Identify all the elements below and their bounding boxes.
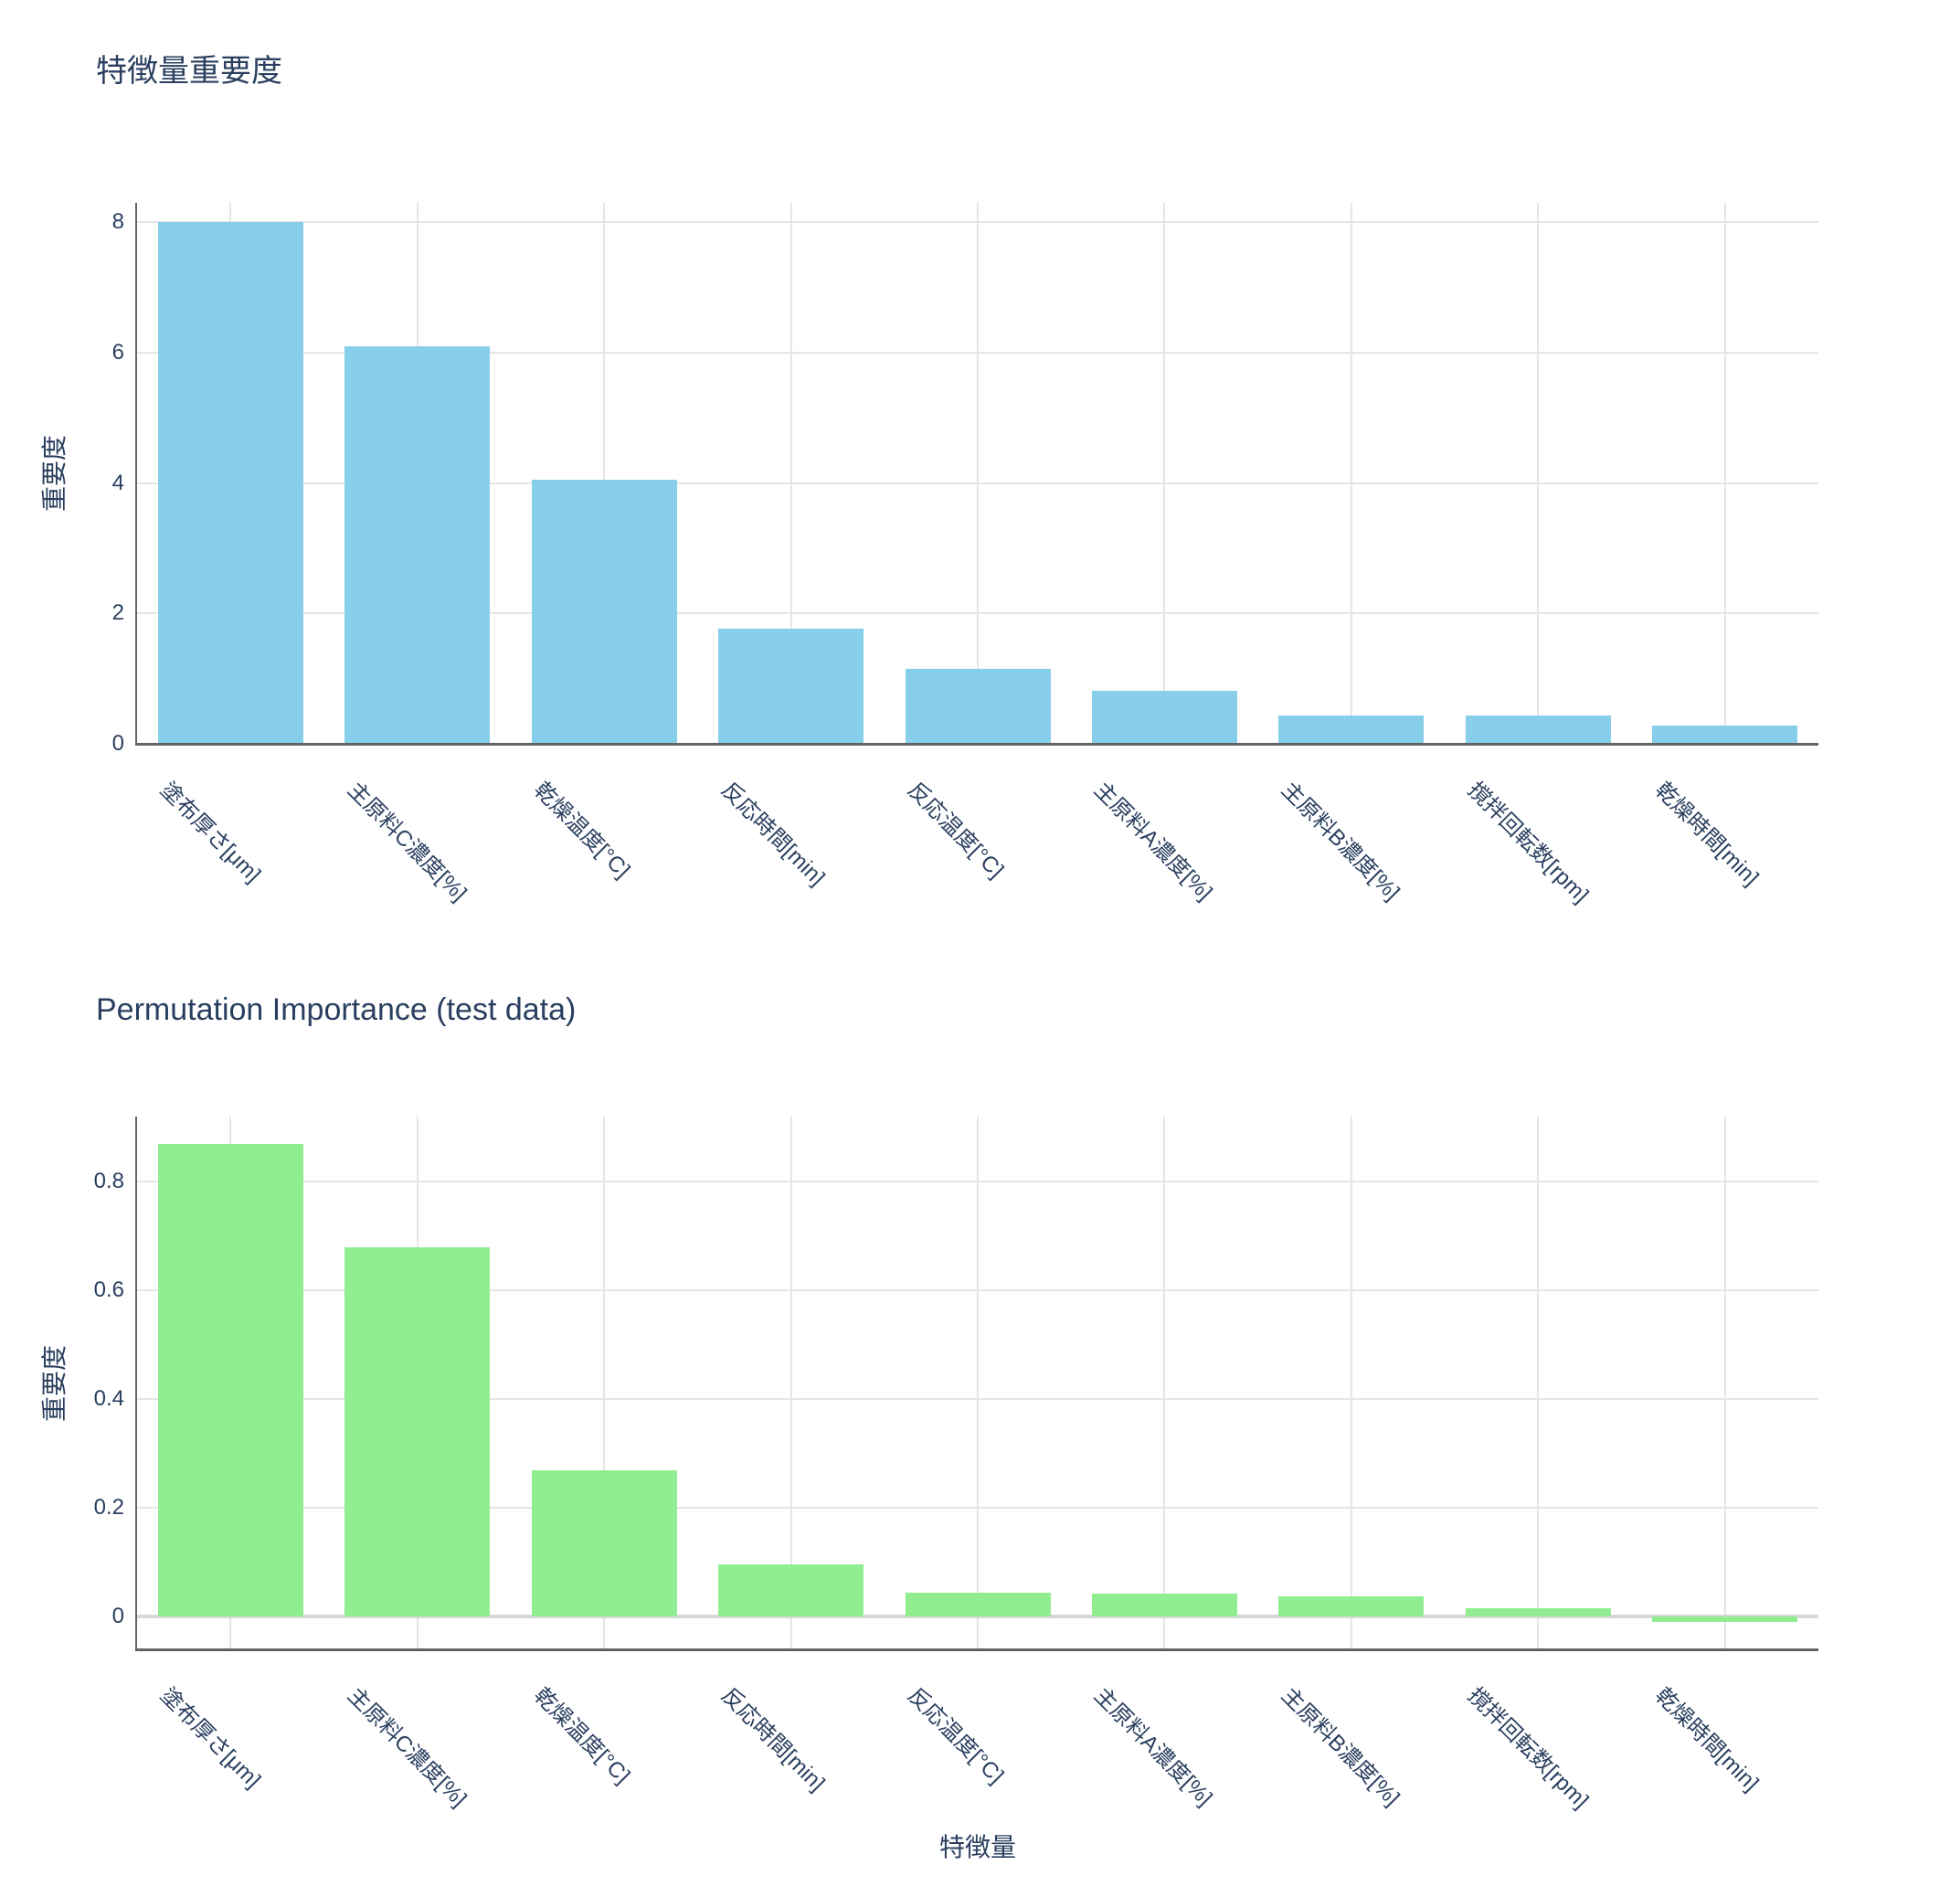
x-tick-label-text: 撹拌回転数[rpm] — [1463, 777, 1594, 908]
bar-6[interactable] — [1278, 1595, 1425, 1617]
v-gridline — [1537, 203, 1540, 744]
h-gridline — [137, 352, 1818, 355]
bar-1[interactable] — [344, 345, 491, 744]
y-tick-label: 0.8 — [93, 1169, 124, 1194]
v-gridline — [1163, 1117, 1166, 1649]
v-gridline — [603, 203, 606, 744]
x-axis-line — [135, 743, 1818, 746]
v-gridline — [1350, 1117, 1352, 1649]
chart-title-permutation-importance: Permutation Importance (test data) — [96, 992, 577, 1027]
x-tick-label-text: 反応温度[°C] — [902, 1682, 1009, 1789]
x-tick-label-text: 塗布厚さ[μm] — [155, 777, 266, 888]
bar-7[interactable] — [1465, 715, 1611, 744]
bar-0[interactable] — [157, 1143, 303, 1617]
y-tick-label: 0.6 — [93, 1277, 124, 1303]
y-tick-label: 8 — [111, 209, 124, 235]
h-gridline — [137, 1507, 1818, 1510]
y-axis-line — [135, 203, 137, 746]
zero-line — [137, 1615, 1818, 1619]
bar-0[interactable] — [157, 222, 303, 744]
x-tick-label-text: 塗布厚さ[μm] — [155, 1682, 266, 1794]
bar-5[interactable] — [1091, 690, 1237, 744]
bar-4[interactable] — [905, 668, 1051, 744]
x-tick-label-text: 乾燥温度[°C] — [529, 1682, 635, 1789]
y-tick-label: 0 — [111, 1604, 124, 1629]
bar-1[interactable] — [344, 1246, 491, 1617]
bar-8[interactable] — [1652, 1616, 1798, 1623]
v-gridline — [1723, 203, 1726, 744]
bar-2[interactable] — [531, 480, 677, 744]
x-axis-title: 特徴量 — [938, 1833, 1017, 1861]
y-tick-label: 2 — [111, 600, 124, 626]
v-gridline — [1537, 1117, 1540, 1649]
x-tick-label-text: 乾燥時間[min] — [1649, 777, 1764, 891]
h-gridline — [137, 221, 1818, 224]
v-gridline — [603, 1117, 606, 1649]
y-tick-label: 0 — [111, 731, 124, 756]
bar-3[interactable] — [718, 629, 864, 744]
feature-importance-plot-area[interactable]: 0 2 4 6 8 塗布厚さ[μm] 主原料C濃度[%] 乾燥温度[°C] 反応時間[min] 反… — [0, 0, 1960, 959]
bar-2[interactable] — [531, 1469, 677, 1617]
v-gridline — [789, 1117, 792, 1649]
permutation-importance-plot-area[interactable]: 0 0.2 0.4 0.6 0.8 塗布厚さ[μm] 主原料C濃度[%] 乾燥温度[°C] 反応… — [0, 959, 1960, 1897]
x-tick-label-text: 主原料B濃度[%] — [1276, 1682, 1404, 1811]
y-axis-line — [135, 1117, 137, 1651]
bar-8[interactable] — [1652, 726, 1798, 744]
y-tick-label: 4 — [111, 470, 124, 495]
h-gridline — [137, 612, 1818, 615]
chart-title-feature-importance: 特徴量重要度 — [96, 54, 282, 89]
y-tick-label: 6 — [111, 340, 124, 366]
v-gridline — [789, 203, 792, 744]
bar-5[interactable] — [1091, 1594, 1237, 1617]
v-gridline — [1163, 203, 1166, 744]
h-gridline — [137, 482, 1818, 484]
x-tick-label-text: 主原料C濃度[%] — [342, 1682, 471, 1812]
h-gridline — [137, 1398, 1818, 1401]
bar-4[interactable] — [905, 1592, 1051, 1617]
bar-3[interactable] — [718, 1563, 864, 1617]
h-gridline — [137, 1181, 1818, 1183]
v-gridline — [977, 1117, 979, 1649]
bar-7[interactable] — [1465, 1607, 1611, 1617]
x-tick-label-text: 主原料C濃度[%] — [342, 777, 471, 906]
x-tick-label-text: 反応時間[min] — [715, 1682, 830, 1796]
v-gridline — [977, 203, 979, 744]
v-gridline — [1723, 1117, 1726, 1649]
y-tick-label: 0.4 — [93, 1386, 124, 1412]
y-tick-label: 0.2 — [93, 1495, 124, 1521]
bar-6[interactable] — [1278, 715, 1425, 744]
h-gridline — [137, 1289, 1818, 1292]
x-axis-line — [135, 1648, 1818, 1651]
x-tick-label-text: 反応温度[°C] — [902, 777, 1009, 884]
x-tick-label-text: 主原料B濃度[%] — [1276, 777, 1404, 906]
x-tick-label-text: 撹拌回転数[rpm] — [1463, 1682, 1594, 1814]
x-tick-label-text: 反応時間[min] — [715, 777, 830, 891]
x-tick-label-text: 乾燥時間[min] — [1649, 1682, 1764, 1796]
x-tick-label-text: 主原料A濃度[%] — [1089, 777, 1218, 906]
x-tick-label-text: 主原料A濃度[%] — [1089, 1682, 1218, 1811]
v-gridline — [1350, 203, 1352, 744]
x-tick-label-text: 乾燥温度[°C] — [529, 777, 635, 884]
